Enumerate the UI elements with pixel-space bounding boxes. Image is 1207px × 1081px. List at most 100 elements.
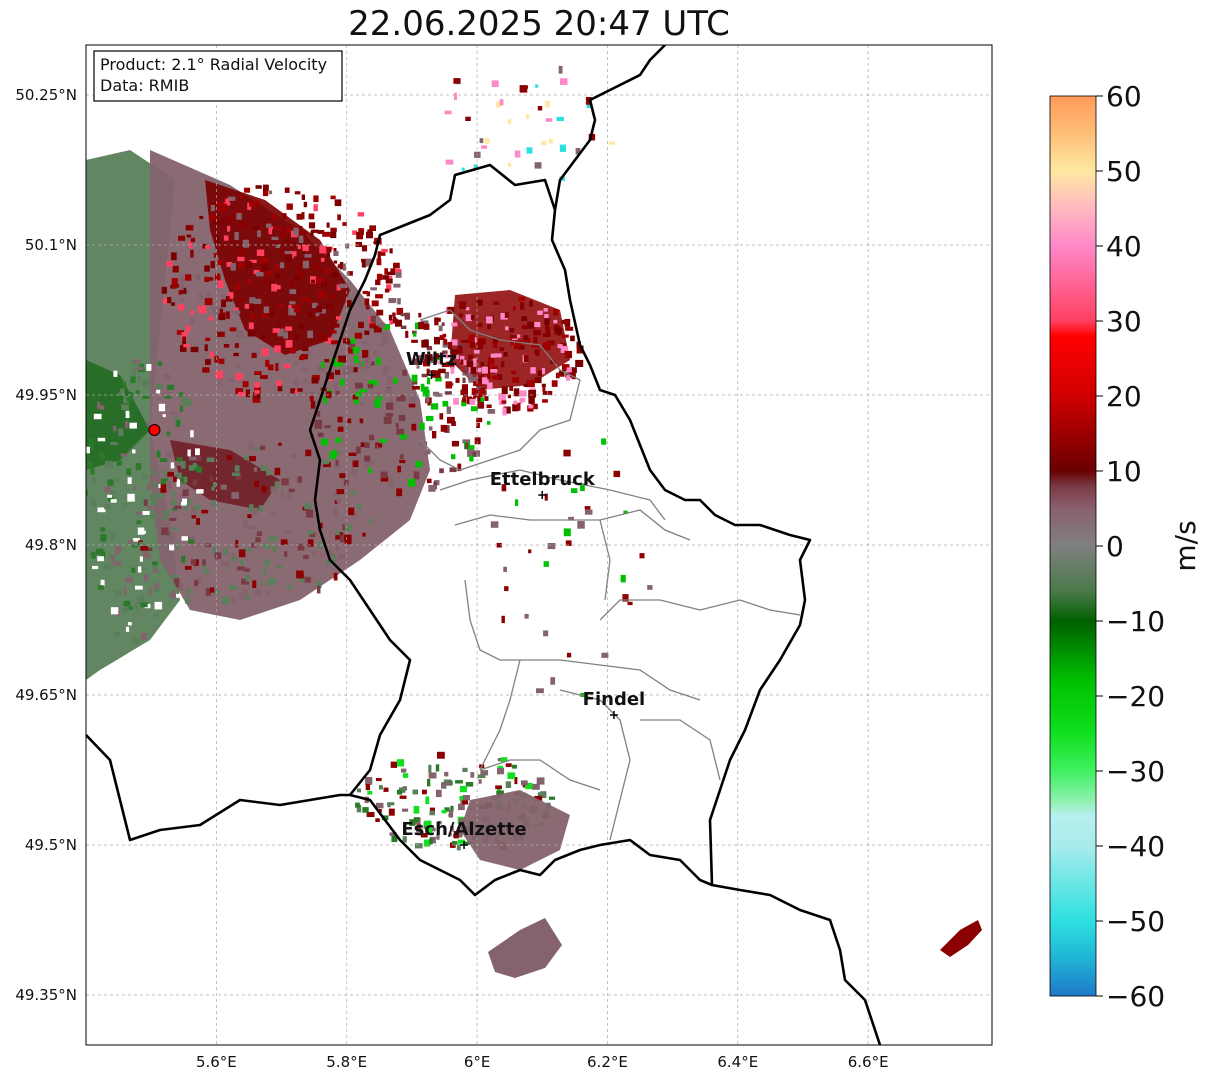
lon-tick-label: 5.6°E	[196, 1053, 237, 1071]
echo-pixel	[171, 302, 175, 306]
echo-pixel	[176, 330, 184, 335]
echo-pixel	[312, 302, 318, 308]
echo-pixel	[181, 397, 188, 404]
echo-pixel	[542, 333, 551, 337]
echo-pixel	[420, 832, 428, 838]
echo-pixel	[347, 300, 352, 308]
echo-pixel	[339, 473, 346, 479]
echo-south-cluster	[460, 790, 570, 870]
echo-pixel	[334, 199, 342, 207]
echo-pixel	[152, 561, 158, 566]
echo-pixel	[510, 339, 514, 346]
echo-pixel	[390, 761, 398, 768]
echo-pixel	[190, 237, 196, 243]
echo-pixel	[313, 263, 321, 270]
echo-pixel	[336, 489, 345, 495]
echo-pixel	[247, 279, 253, 284]
echo-pixel	[389, 832, 397, 836]
echo-pixel	[521, 316, 528, 321]
echo-pixel	[447, 416, 455, 424]
echo-pixel	[266, 223, 272, 228]
echo-pixel	[543, 343, 550, 351]
echo-pixel	[311, 377, 319, 384]
echo-pixel	[388, 808, 395, 816]
echo-pixel	[554, 328, 563, 335]
echo-pixel	[386, 376, 394, 384]
echo-pixel	[487, 421, 491, 425]
echo-pixel	[148, 587, 152, 595]
echo-pixel	[147, 505, 154, 510]
echo-pixel	[536, 688, 544, 694]
echo-pixel	[492, 375, 500, 380]
echo-pixel	[545, 322, 549, 330]
echo-pixel	[252, 395, 261, 403]
echo-pixel	[244, 548, 252, 552]
echo-pixel	[277, 323, 282, 327]
echo-pixel	[469, 341, 476, 349]
echo-pixel	[493, 301, 500, 305]
echo-pixel	[561, 319, 569, 325]
echo-pixel	[174, 578, 180, 584]
echo-pixel	[444, 339, 448, 345]
echo-pixel	[154, 601, 163, 610]
echo-pixel	[229, 327, 237, 332]
echo-pixel	[214, 552, 222, 560]
echo-pixel	[334, 500, 339, 504]
echo-pixel	[183, 503, 188, 511]
echo-pixel	[449, 809, 454, 818]
echo-pixel	[337, 264, 343, 269]
echo-pixel	[477, 774, 486, 779]
echo-pixel	[232, 472, 240, 476]
echo-pixel	[347, 271, 353, 276]
echo-pixel	[321, 361, 325, 368]
echo-pixel	[622, 594, 629, 602]
echo-pixel	[221, 561, 230, 567]
echo-pixel	[215, 273, 221, 281]
echo-pixel	[172, 574, 179, 580]
echo-pixel	[351, 512, 358, 519]
echo-pixel	[221, 299, 226, 308]
echo-pixel	[325, 337, 333, 344]
echo-pixel	[384, 268, 388, 275]
echo-pixel	[276, 380, 282, 387]
echo-pixel	[376, 258, 382, 266]
echo-pixel	[275, 363, 279, 371]
echo-pixel	[139, 556, 143, 562]
echo-pixel	[376, 392, 381, 399]
echo-pixel	[171, 501, 175, 507]
echo-pixel	[252, 580, 257, 588]
echo-pixel	[458, 803, 465, 811]
echo-pixel	[213, 590, 220, 594]
echo-pixel	[212, 546, 216, 554]
echo-pixel	[211, 500, 217, 507]
echo-pixel	[528, 389, 537, 398]
echo-pixel	[146, 547, 153, 551]
colorbar-tick-label: 20	[1106, 380, 1142, 413]
echo-pixel	[181, 555, 186, 563]
echo-pixel	[427, 778, 431, 787]
echo-pixel	[307, 330, 314, 339]
echo-pixel	[362, 807, 369, 813]
echo-pixel	[254, 447, 259, 451]
echo-pixel	[359, 388, 367, 393]
echo-pixel	[99, 551, 106, 558]
echo-pixel	[289, 281, 295, 288]
echo-pixel	[478, 322, 483, 328]
echo-pixel	[438, 821, 442, 825]
colorbar-tick-label: −20	[1106, 680, 1165, 713]
echo-pixel	[461, 339, 469, 343]
echo-pixel	[377, 252, 381, 259]
echo-pixel	[170, 557, 176, 561]
echo-pixel	[217, 331, 225, 337]
echo-pixel	[175, 580, 179, 588]
echo-pixel	[413, 358, 422, 365]
echo-pixel	[196, 489, 204, 494]
echo-pixel	[333, 251, 339, 256]
echo-pixel	[445, 381, 453, 389]
echo-pixel	[434, 317, 439, 326]
echo-pixel	[415, 461, 422, 468]
echo-pixel	[365, 784, 371, 791]
echo-pixel	[444, 391, 452, 395]
echo-pixel	[455, 832, 463, 838]
echo-pixel	[400, 313, 407, 317]
